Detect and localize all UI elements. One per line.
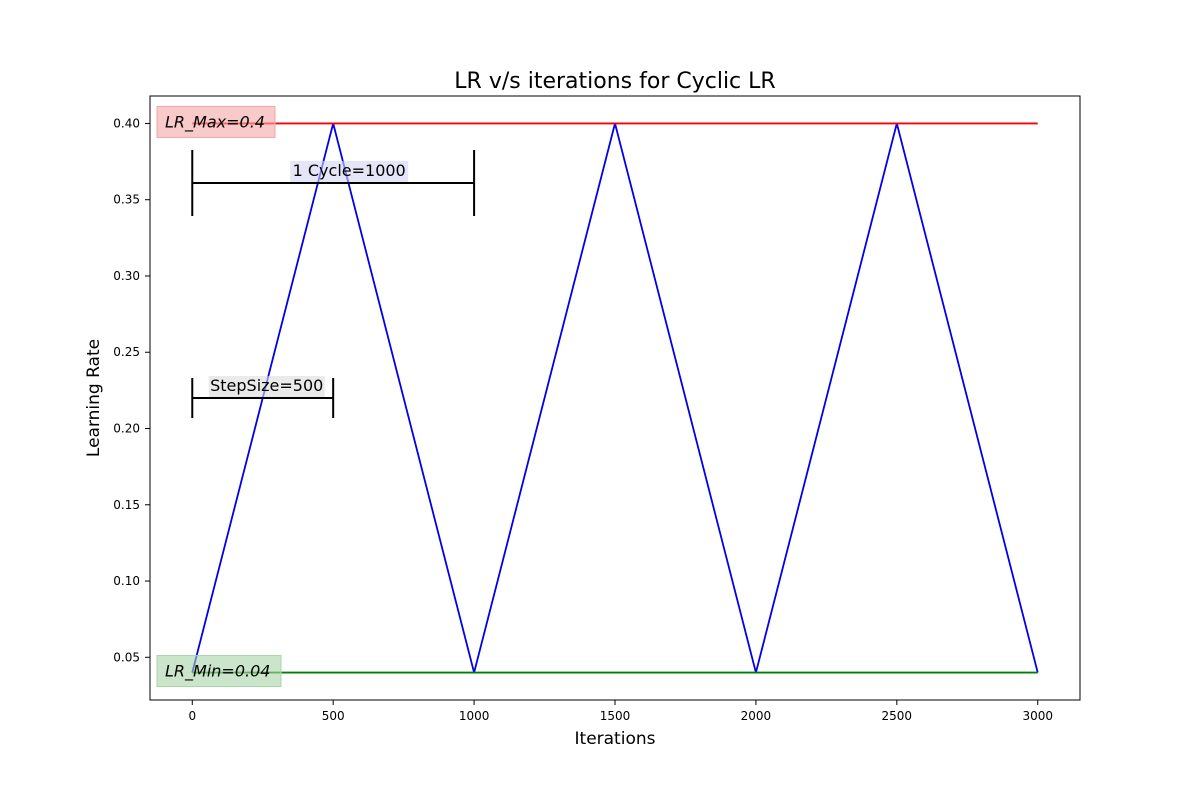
y-tick-label-0: 0.05 bbox=[113, 650, 140, 664]
bracket-label-box-3 bbox=[208, 376, 325, 397]
y-tick-label-4: 0.25 bbox=[113, 345, 140, 359]
y-tick-label-5: 0.30 bbox=[113, 269, 140, 283]
y-tick-label-1: 0.10 bbox=[113, 574, 140, 588]
level-label-1: LR_Min=0.04 bbox=[165, 662, 270, 682]
bracket-label-2: 1 Cycle=1000 bbox=[293, 161, 406, 180]
x-tick-label-0: 0 bbox=[188, 709, 196, 723]
x-axis-title: Iterations bbox=[575, 729, 656, 749]
bracket-label-box-2 bbox=[290, 160, 409, 182]
x-tick-label-6: 3000 bbox=[1022, 709, 1053, 723]
y-axis-title: Learning Rate bbox=[84, 339, 104, 457]
x-tick-label-3: 1500 bbox=[600, 709, 631, 723]
chart-title: LR v/s iterations for Cyclic LR bbox=[454, 69, 775, 94]
level-label-box-0 bbox=[156, 105, 276, 138]
y-tick-label-3: 0.20 bbox=[113, 422, 140, 436]
y-tick-label-7: 0.40 bbox=[113, 116, 140, 130]
level-label-box-1 bbox=[156, 655, 282, 688]
x-tick-label-4: 2000 bbox=[741, 709, 772, 723]
y-tick-label-2: 0.15 bbox=[113, 498, 140, 512]
plot-area: 1 Cycle=1000 StepSize=500 LR_Max=0.4 LR_Min… bbox=[113, 95, 1081, 723]
x-tick-label-1: 500 bbox=[322, 709, 345, 723]
bracket-label-3: StepSize=500 bbox=[210, 376, 323, 395]
x-tick-label-2: 1000 bbox=[459, 709, 490, 723]
y-tick-label-6: 0.35 bbox=[113, 193, 140, 207]
x-tick-label-5: 2500 bbox=[882, 709, 913, 723]
level-label-0: LR_Max=0.4 bbox=[165, 112, 265, 132]
